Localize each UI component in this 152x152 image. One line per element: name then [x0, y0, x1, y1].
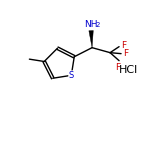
Polygon shape: [89, 31, 93, 48]
Text: S: S: [69, 71, 74, 80]
Text: HCl: HCl: [118, 65, 138, 75]
Text: 2: 2: [96, 22, 100, 28]
Text: F: F: [116, 63, 121, 72]
Text: F: F: [123, 49, 128, 58]
Text: NH: NH: [84, 20, 98, 29]
Text: F: F: [121, 41, 126, 50]
